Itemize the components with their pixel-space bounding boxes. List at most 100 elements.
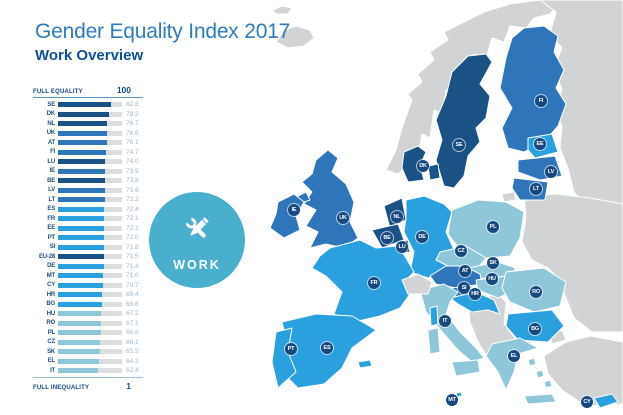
bar-value: 62.4	[126, 367, 139, 374]
landmass-kaliningrad	[501, 191, 517, 203]
country-lt-shape	[511, 177, 549, 201]
country-fr-corsica-shape	[429, 305, 439, 327]
bar-track	[58, 168, 122, 174]
country-code-label: EL	[47, 358, 55, 364]
bar-fill	[58, 254, 104, 259]
bar-track	[58, 263, 122, 269]
country-code-label: EU-28	[38, 253, 55, 260]
ranking-row: FI 74.7	[33, 148, 143, 157]
bar-fill	[58, 358, 100, 364]
bar-track	[58, 301, 122, 307]
ranking-row: EL 64.2	[33, 357, 143, 366]
country-code-label: DK	[46, 111, 55, 117]
bar-fill	[58, 273, 104, 278]
bar-track	[58, 149, 122, 155]
bar-value: 73.6	[126, 186, 139, 194]
bar-track	[58, 244, 122, 250]
ranking-row: DK 79.2	[33, 110, 143, 119]
bar-fill	[58, 349, 100, 354]
bar-track	[58, 111, 122, 117]
ranking-row: FR 72.1	[33, 214, 143, 223]
ranking-row: IT 62.4	[33, 366, 143, 375]
bar-fill	[58, 168, 106, 174]
ranking-row: PT 72.0	[33, 233, 143, 242]
bar-value: 66.8	[126, 329, 139, 336]
country-se-shape	[435, 53, 493, 189]
bar-value: 71.4	[126, 262, 139, 270]
bar-track	[58, 349, 122, 354]
country-code-label: IE	[49, 168, 55, 174]
bar-fill	[58, 111, 109, 117]
full-inequality-label: FULL INEQUALITY	[33, 385, 90, 391]
ranking-row: SE 82.6	[33, 100, 143, 109]
bar-fill	[58, 216, 105, 221]
bar-fill	[58, 102, 111, 107]
landmass-east-europe	[521, 193, 623, 333]
bar-track	[58, 311, 122, 316]
bar-value: 64.2	[126, 357, 139, 365]
bar-track	[58, 121, 122, 126]
bar-value: 72.0	[126, 234, 139, 241]
scale-bottom: FULL INEQUALITY 1	[33, 377, 143, 391]
full-inequality-value: 1	[126, 381, 131, 391]
country-code-label: BE	[47, 177, 55, 184]
bar-value: 65.5	[126, 348, 139, 355]
bar-track	[58, 254, 122, 259]
ranking-row: HU 67.2	[33, 309, 143, 318]
ranking-row: NL 76.7	[33, 119, 143, 128]
ranking-row: BE 73.8	[33, 176, 143, 185]
country-es-shape	[281, 313, 377, 389]
ranking-row: LU 74.0	[33, 157, 143, 166]
country-code-label: BG	[46, 301, 55, 307]
bar-value: 72.1	[126, 215, 139, 222]
country-code-label: NL	[47, 120, 55, 127]
bar-fill	[58, 263, 104, 269]
work-label: WORK	[173, 257, 221, 272]
ranking-row: CZ 66.1	[33, 338, 143, 347]
bar-fill	[58, 311, 101, 316]
bar-track	[58, 178, 122, 183]
bar-track	[58, 282, 122, 288]
work-circle: WORK	[149, 192, 245, 288]
bar-value: 69.4	[126, 291, 139, 298]
bar-fill	[58, 130, 108, 136]
full-equality-value: 100	[116, 85, 131, 95]
country-code-label: HU	[46, 310, 55, 317]
bar-track	[58, 187, 122, 193]
bar-track	[58, 159, 122, 164]
country-code-label: LV	[48, 187, 55, 193]
country-ie-shape	[269, 193, 305, 239]
country-code-label: LT	[48, 196, 56, 203]
country-code-label: FI	[50, 149, 55, 155]
country-uk-shape	[301, 149, 359, 249]
ranking-panel: FULL EQUALITY 100 SE 82.6 DK 79.2 NL 76.7 UK 76…	[33, 85, 143, 391]
country-dk-shape	[401, 145, 427, 183]
bar-track	[58, 235, 122, 240]
ranking-row: PL 66.8	[33, 328, 143, 337]
country-code-label: FR	[47, 215, 55, 222]
ranking-row: AT 76.1	[33, 138, 143, 147]
country-code-label: CY	[47, 282, 55, 288]
landmass-norway	[385, 0, 559, 175]
bar-value: 67.2	[126, 310, 139, 317]
ranking-row: EE 72.1	[33, 224, 143, 233]
bar-fill	[58, 197, 105, 202]
bar-value: 70.7	[126, 281, 139, 289]
wrench-pencil-icon	[176, 209, 218, 256]
country-fr-shape	[311, 239, 415, 323]
bar-fill	[58, 282, 104, 288]
bar-track	[58, 339, 122, 345]
bar-track	[58, 206, 122, 212]
country-nl-shape	[383, 197, 407, 229]
country-code-label: ES	[47, 206, 55, 212]
bar-value: 73.8	[126, 177, 139, 184]
country-code-label: PL	[47, 329, 55, 336]
country-code-label: SE	[47, 101, 55, 108]
ranking-row: HR 69.4	[33, 290, 143, 299]
bar-value: 72.4	[126, 205, 139, 213]
country-code-label: IT	[50, 367, 55, 374]
ranking-row: MT 71.0	[33, 271, 143, 280]
ranking-row: LV 73.6	[33, 186, 143, 195]
country-code-label: HR	[46, 291, 55, 298]
